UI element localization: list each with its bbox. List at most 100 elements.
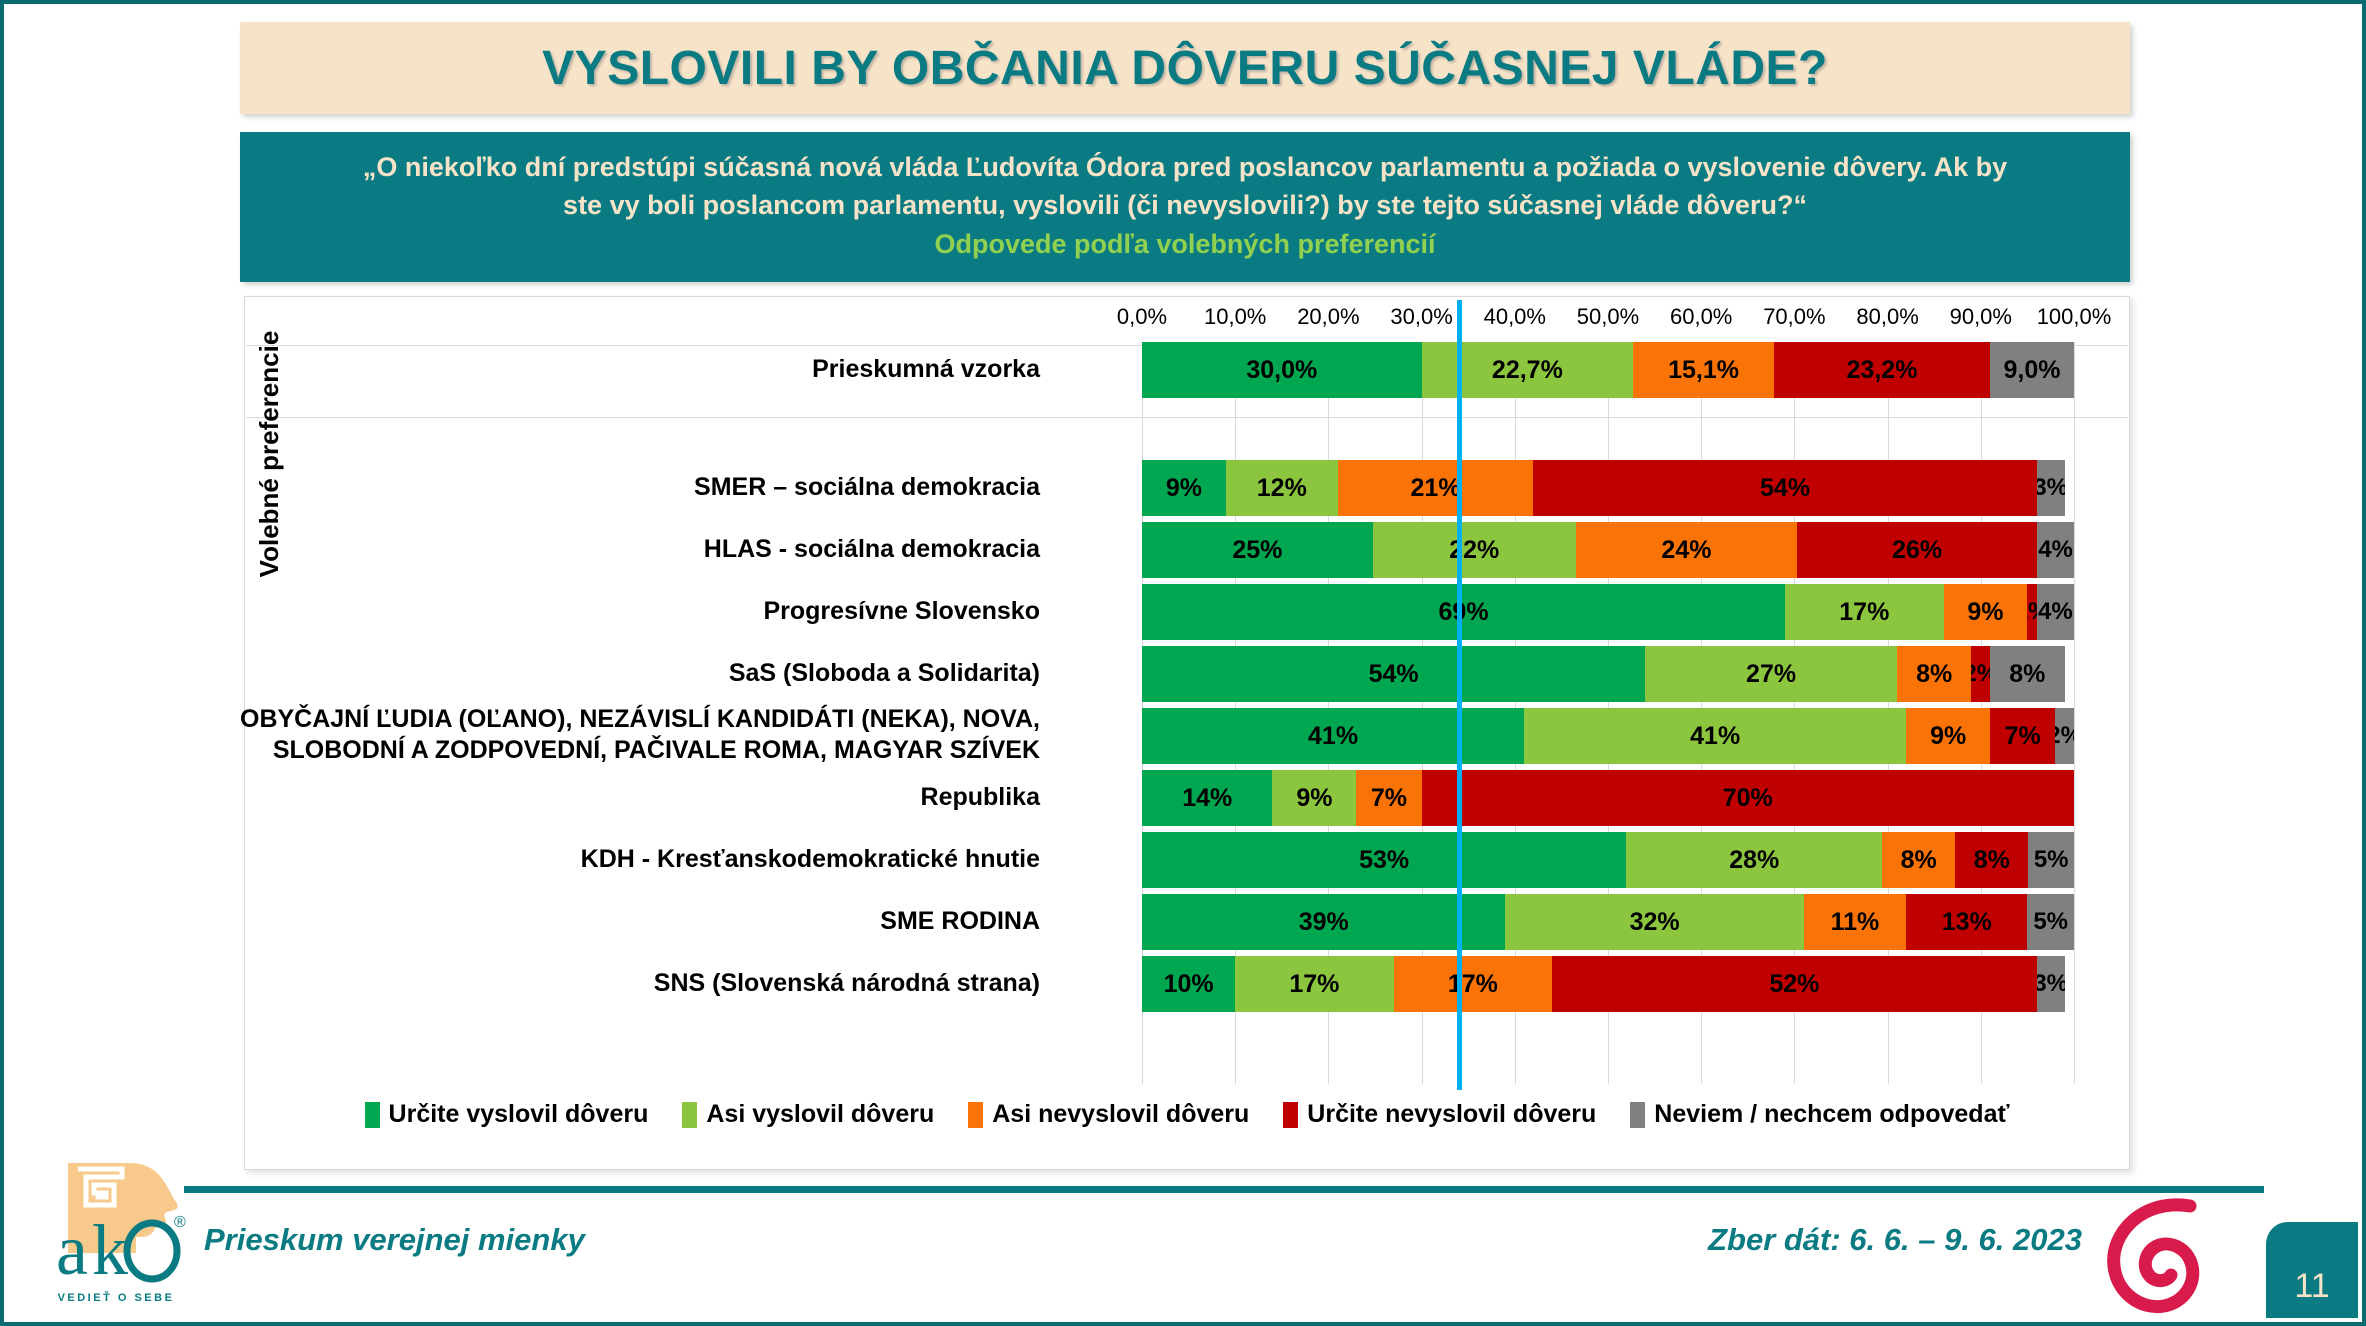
bar-segment: 17% xyxy=(1785,584,1944,640)
category-label-line: OBYČAJNÍ ĽUDIA (OĽANO), NEZÁVISLÍ KANDID… xyxy=(240,705,1040,733)
bar-segment: 8% xyxy=(1882,832,1956,888)
legend-item[interactable]: Neviem / nechcem odpovedať xyxy=(1630,1100,2009,1129)
x-tick-label: 40,0% xyxy=(1483,304,1546,329)
legend-swatch-icon xyxy=(682,1101,698,1128)
x-tick-label: 50,0% xyxy=(1576,304,1640,329)
bar-segment: 13% xyxy=(1906,894,2028,950)
page-number: 11 xyxy=(2294,1267,2330,1305)
category-label: OBYČAJNÍ ĽUDIA (OĽANO), NEZÁVISLÍ KANDID… xyxy=(240,704,1040,766)
bar-segment: 28% xyxy=(1626,832,1883,888)
bar-segment: 69% xyxy=(1142,584,1786,640)
category-label: Republika xyxy=(920,783,1040,811)
category-label: HLAS - sociálna demokracia xyxy=(703,535,1040,563)
bar-segment: 9,0% xyxy=(1990,342,2074,398)
bar-segment: 22,7% xyxy=(1421,342,1634,398)
legend-label: Určite nevyslovil dôveru xyxy=(1307,1100,1597,1128)
bar-segment: 11% xyxy=(1803,894,1907,950)
footer-left-text: Prieskum verejnej mienky xyxy=(204,1222,585,1257)
bar-segment: 32% xyxy=(1505,894,1804,950)
legend-label: Neviem / nechcem odpovedať xyxy=(1654,1100,2010,1128)
bar-segment: 9% xyxy=(1272,770,1357,826)
bar-segment: 5% xyxy=(2027,894,2074,950)
title-band: VYSLOVILI BY OBČANIA DÔVERU SÚČASNEJ VLÁ… xyxy=(240,22,2130,114)
bar-segment: 39% xyxy=(1142,894,1506,950)
bar-segment: 23,2% xyxy=(1773,342,1991,398)
bar-row: 53% 28% 8% 8% 5% xyxy=(1142,832,2075,888)
x-tick-label: 90,0% xyxy=(1949,304,2012,329)
bar-segment: 10% xyxy=(1142,956,1236,1012)
category-label: SNS (Slovenská národná strana) xyxy=(653,969,1040,997)
bar-segment: 3% xyxy=(2036,956,2065,1012)
spiral-logo-icon xyxy=(2107,1198,2200,1314)
question-line-2: ste vy boli poslancom parlamentu, vyslov… xyxy=(563,190,1807,220)
bar-row: 10%17%17%52%3% xyxy=(1142,956,2074,1012)
question-line-1: „O niekoľko dní predstúpi súčasná nová v… xyxy=(362,152,2008,182)
ako-logo-icon: a k ® xyxy=(56,1163,186,1290)
gridline xyxy=(2074,342,2075,1084)
footer-right-text: Zber dát: 6. 6. – 9. 6. 2023 xyxy=(1708,1222,2082,1257)
bar-segment: 9% xyxy=(1906,708,1991,764)
x-tick-label: 0,0% xyxy=(1116,304,1168,329)
category-label: SaS (Sloboda a Solidarita) xyxy=(728,659,1040,687)
question-band: „O niekoľko dní predstúpi súčasná nová v… xyxy=(240,132,2130,282)
bar-segment: 41% xyxy=(1142,708,1525,764)
bar-segment: 5% xyxy=(2028,832,2075,888)
bar-segment: 21% xyxy=(1337,460,1534,516)
legend-item[interactable]: Určite vyslovil dôveru xyxy=(364,1100,649,1129)
bar-segment: 8% xyxy=(1896,646,1972,702)
bar-segment: 4% xyxy=(2036,584,2074,640)
bar-segment: 15,1% xyxy=(1633,342,1774,398)
bar-segment: 2% xyxy=(2055,708,2074,764)
bar-segment: 25% xyxy=(1142,522,1373,578)
x-axis-tick-labels: 0,0% 10,0% 20,0% 30,0% 40,0% 50,0% 60,0% 70,0% 8… xyxy=(1117,304,2111,338)
bar-segment: 8% xyxy=(1990,646,2065,702)
x-tick-label: 20,0% xyxy=(1297,304,1360,329)
bar-segment: 17% xyxy=(1235,956,1394,1012)
legend-label: Určite vyslovil dôveru xyxy=(388,1100,649,1128)
legend-label: Asi vyslovil dôveru xyxy=(706,1100,935,1128)
bar-segment: 53% xyxy=(1142,832,1627,888)
bar-segment: 3% xyxy=(2036,460,2065,516)
svg-text:a: a xyxy=(56,1210,88,1290)
footer-divider xyxy=(184,1186,2264,1193)
ako-tagline: VEDIEŤ O SEBE xyxy=(57,1292,175,1304)
bar-segment: 9% xyxy=(1142,460,1226,516)
panel-separator xyxy=(246,417,2128,418)
bar-segment: 12% xyxy=(1225,460,1338,516)
plot-area: 30,0%22,7%15,1%23,2%9,0%9%12%21%54%3%25%… xyxy=(1142,300,2075,1090)
bar-segment: 2% xyxy=(1971,646,1991,702)
x-tick-label: 30,0% xyxy=(1390,304,1453,329)
bar-segment: 41% xyxy=(1524,708,1907,764)
legend-swatch-icon xyxy=(1283,1101,1299,1128)
bar-segment: 7% xyxy=(1990,708,2056,764)
bar-row: 9%12%21%54%3% xyxy=(1142,460,2074,516)
bar-segment: 9% xyxy=(1943,584,2028,640)
bar-row: 30,0% 22,7% 15,1% 23,2% 9,0% xyxy=(1142,342,2074,398)
registered-mark: ® xyxy=(174,1214,186,1231)
x-tick-label: 10,0% xyxy=(1203,304,1267,329)
legend-swatch-icon xyxy=(364,1101,380,1128)
category-label: SMER – sociálna demokracia xyxy=(694,473,1040,501)
x-tick-label: 70,0% xyxy=(1763,304,1826,329)
bar-row: 41%41%9%7%2% xyxy=(1142,708,2074,764)
bar-row: 69%17%9%1%4% xyxy=(1142,584,2074,640)
bar-segment: 30,0% xyxy=(1142,342,1422,398)
bar-row: 54%27%8%2%8% xyxy=(1142,646,2074,702)
legend-item[interactable]: Asi nevyslovil dôveru xyxy=(968,1100,1249,1129)
legend-item[interactable]: Asi vyslovil dôveru xyxy=(682,1100,934,1129)
bar-row: 39% 32% 11% 13% 5% xyxy=(1142,894,2074,950)
chart-legend: Určite vyslovil dôveru Asi vyslovil dôver… xyxy=(244,1100,2130,1129)
bar-segment: 70% xyxy=(1421,770,2074,826)
bar-segment: 24% xyxy=(1575,522,1798,578)
legend-swatch-icon xyxy=(1630,1101,1646,1128)
question-subtitle: Odpovede podľa volebných preferencií xyxy=(934,229,1436,259)
category-label: Prieskumná vzorka xyxy=(812,355,1040,383)
legend-item[interactable]: Určite nevyslovil dôveru xyxy=(1283,1100,1596,1129)
x-tick-label: 100,0% xyxy=(2036,304,2112,329)
bar-segment: 52% xyxy=(1552,956,2037,1012)
bar-segment: 27% xyxy=(1645,646,1897,702)
bar-segment: 1% xyxy=(2027,584,2037,640)
bar-segment: 14% xyxy=(1142,770,1273,826)
x-tick-label: 80,0% xyxy=(1856,304,1919,329)
category-label: SME RODINA xyxy=(880,907,1040,935)
